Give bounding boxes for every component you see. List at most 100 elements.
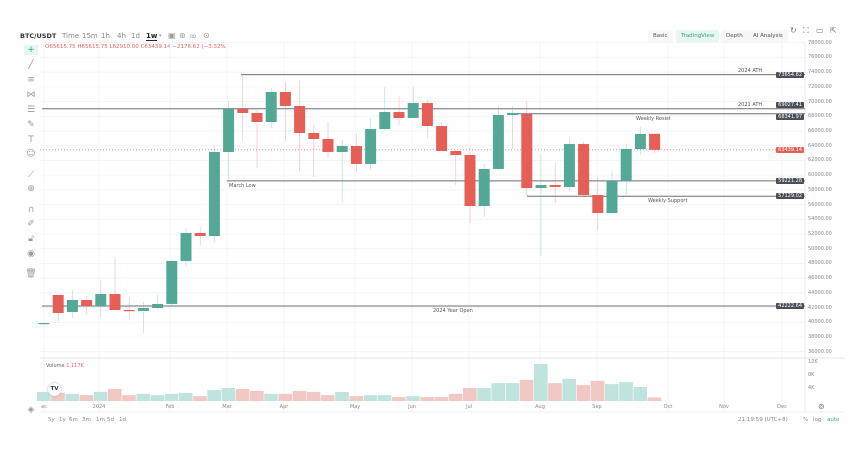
candle [52,294,64,321]
candle [237,73,249,142]
interval-1w[interactable]: 1w [146,32,158,41]
volume-bar [633,387,647,401]
brush-icon[interactable]: ✎ [27,120,35,130]
candle [407,86,419,118]
candle-body [649,133,661,150]
candle [421,100,433,138]
log-toggle[interactable]: log [813,417,822,423]
candle [294,81,306,171]
volume-bar [477,388,491,401]
parallel-channel-icon[interactable]: ≡ [27,75,35,85]
candle-body [322,139,334,152]
layers-icon[interactable]: ◈ [27,405,35,415]
volume-bars [37,363,662,401]
time-tick: 2024 [92,404,106,410]
candle [450,149,462,186]
pitchfork-icon[interactable]: ⋈ [26,90,36,100]
text-icon[interactable]: T [28,135,34,145]
volume-title: Volume [46,363,65,369]
interval-4h[interactable]: 4h [117,32,126,40]
volume-bar [605,384,619,401]
fx-icon[interactable]: ꝏ [190,33,197,40]
candle [379,86,391,131]
symbol-title[interactable]: BTC/USDT [20,32,57,40]
time-axis-settings-icon[interactable]: ⊚ [818,402,825,411]
chevron-down-icon[interactable]: ▾ [159,33,162,39]
candle [66,289,78,319]
view-tradingview-button[interactable]: TradingView [676,30,720,42]
candle-body [492,115,504,169]
price-tick: 48000.00 [808,260,832,267]
candle [634,127,646,155]
range-5d[interactable]: 5d [107,417,114,423]
volume-bar [420,397,434,401]
candle [180,228,192,266]
eye-icon[interactable]: ◉ [27,249,35,259]
range-5y[interactable]: 5y [48,417,55,423]
window-icon[interactable]: ▭ [816,26,824,35]
view-basic-button[interactable]: Basic [648,30,673,42]
price-tick: 50000.00 [808,245,832,252]
view-ai-analysis-button[interactable]: AI Analysis [748,30,788,42]
percent-toggle[interactable]: % [803,417,809,423]
lock-drawing-icon[interactable]: ✐ [27,219,35,229]
candle [521,101,533,196]
range-1y[interactable]: 1y [59,417,66,423]
emoji-icon[interactable]: ☺ [26,149,36,159]
time-tick: May [349,404,361,410]
ruler-icon[interactable]: ⟋ [27,170,35,180]
range-6m[interactable]: 6m [69,417,78,423]
level-price-tag: 68341.97 [776,114,804,121]
trash-icon[interactable]: 🗑︎ [25,269,37,279]
level-label: 2021 ATH [738,101,763,108]
lock-icon[interactable]: 🔓︎ [28,234,34,244]
interval-1h[interactable]: 1h [101,32,110,40]
range-1d[interactable]: 1d [119,417,126,423]
volume-bar [505,383,520,401]
magnet-icon[interactable]: ∩ [27,205,35,215]
level-label: March Low [229,182,256,189]
volume-bar [562,378,576,401]
auto-toggle[interactable]: auto [827,417,840,423]
candle-body [634,134,646,149]
settings-icon[interactable]: ⊙ [203,31,210,40]
trend-line-icon[interactable]: ╱ [28,60,34,70]
tradingview-logo[interactable]: TV [48,383,61,396]
interval-15m[interactable]: 15m [82,32,98,40]
candle-body [350,146,362,164]
level-price-tag: 73654.82 [776,71,804,78]
volume-bar [363,395,378,401]
view-depth-button[interactable]: Depth [721,30,748,42]
candle [223,101,235,179]
share-icon[interactable]: ⇱ [830,26,837,35]
range-3m[interactable]: 3m [82,417,91,423]
zoom-in-icon[interactable]: ⊕ [27,184,35,194]
interval-1d[interactable]: 1d [131,32,140,40]
reset-icon[interactable]: ↻ [790,26,797,35]
price-tick: 68000.00 [808,113,832,120]
volume-bar [576,385,591,401]
chart-type-icon[interactable]: ▣ [168,31,176,40]
indicators-icon[interactable]: ⊛ [179,31,186,40]
volume-bar [278,393,292,401]
price-tick: 72000.00 [808,83,832,90]
level-price-tag: 57129.02 [776,193,804,200]
range-1m[interactable]: 1m [96,417,105,423]
fib-icon[interactable]: ☰ [26,105,36,115]
candle [535,154,547,256]
candle [166,260,178,307]
candle-body [152,303,164,309]
crosshair-icon[interactable]: + [24,45,38,55]
candle-body [251,112,263,123]
ohlc-high: H65615.75 [77,44,108,50]
volume-bar [37,391,51,401]
interval-time[interactable]: Time [62,32,80,40]
ohlc-open: O65615.75 [45,44,76,50]
fullscreen-icon[interactable]: ⛶ [803,26,809,35]
candle-body [464,154,476,206]
ohlc-readout: O65615.75 H65615.75 L62910.00 C63439.14 … [45,44,228,50]
volume-bar [434,397,449,401]
volume-bar [264,393,278,401]
candle-body [66,299,78,312]
